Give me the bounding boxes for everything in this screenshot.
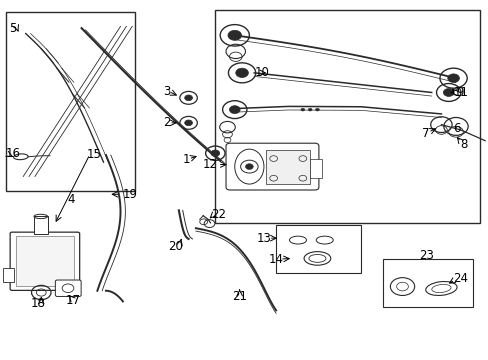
Bar <box>34 216 47 234</box>
Text: 15: 15 <box>86 148 101 161</box>
Text: 18: 18 <box>30 297 45 310</box>
Circle shape <box>443 89 453 96</box>
Text: 10: 10 <box>254 66 268 79</box>
Text: 11: 11 <box>453 86 468 99</box>
Circle shape <box>315 108 319 111</box>
Text: 13: 13 <box>256 231 271 245</box>
Circle shape <box>245 164 253 170</box>
Text: 9: 9 <box>455 86 463 99</box>
Circle shape <box>184 120 192 126</box>
Bar <box>266 150 309 184</box>
Text: 16: 16 <box>5 147 20 160</box>
Text: 3: 3 <box>163 85 170 98</box>
Circle shape <box>300 108 304 111</box>
FancyBboxPatch shape <box>55 280 81 296</box>
Text: 21: 21 <box>232 289 246 303</box>
Bar <box>276 225 361 273</box>
Bar <box>16 237 74 286</box>
FancyBboxPatch shape <box>10 232 80 291</box>
Text: 24: 24 <box>453 273 468 285</box>
Text: 8: 8 <box>459 138 467 151</box>
Bar <box>309 158 322 178</box>
Text: 23: 23 <box>418 248 433 261</box>
Circle shape <box>307 108 311 111</box>
Circle shape <box>227 30 241 40</box>
Bar <box>215 10 479 223</box>
Text: 12: 12 <box>203 158 218 171</box>
Circle shape <box>184 95 192 101</box>
Text: 5: 5 <box>9 22 16 35</box>
Circle shape <box>229 106 240 113</box>
Text: 2: 2 <box>163 116 170 129</box>
Bar <box>3 267 14 282</box>
Text: 19: 19 <box>122 188 138 201</box>
Text: 22: 22 <box>211 208 226 221</box>
Bar <box>382 258 472 307</box>
Text: 6: 6 <box>453 122 460 135</box>
Circle shape <box>447 74 458 82</box>
Text: 20: 20 <box>168 240 183 253</box>
Text: 14: 14 <box>268 253 283 266</box>
Text: 17: 17 <box>66 294 81 307</box>
Text: 4: 4 <box>67 193 74 206</box>
Circle shape <box>210 150 219 157</box>
Bar <box>6 12 135 191</box>
Text: 7: 7 <box>421 127 428 140</box>
FancyBboxPatch shape <box>225 143 318 190</box>
Text: 1: 1 <box>182 153 189 166</box>
Circle shape <box>235 68 248 77</box>
